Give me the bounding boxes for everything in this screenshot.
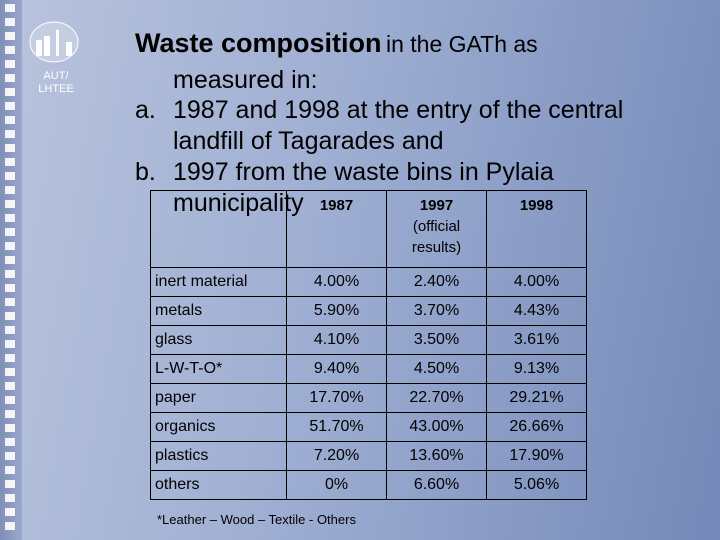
header-cell: 1997 (official results) <box>386 190 487 268</box>
logo-graphic <box>29 21 79 63</box>
film-strip <box>0 0 22 540</box>
intro: measured in: <box>173 66 318 94</box>
header-text: 1987 <box>319 197 354 214</box>
title-bold: Waste composition <box>135 28 382 58</box>
header-cell: 1987 <box>286 190 387 268</box>
cell: 3.61% <box>486 325 587 355</box>
header-cell: 1998 <box>486 190 587 268</box>
row-label: organics <box>150 412 287 442</box>
table-row: metals 5.90% 3.70% 4.43% <box>150 296 587 326</box>
table: 1987 1997 (official results) 1998 inert mate… <box>150 190 587 500</box>
logo-text: AUT/ LHTEE <box>30 70 82 96</box>
cell: 7.20% <box>286 441 387 471</box>
header-row: 1987 1997 (official results) 1998 <box>150 190 587 268</box>
table-row: others 0% 6.60% 5.06% <box>150 470 587 500</box>
row-label: others <box>150 470 287 500</box>
cell: 26.66% <box>486 412 587 442</box>
cell: 5.06% <box>486 470 587 500</box>
table-row: plastics 7.20% 13.60% 17.90% <box>150 441 587 471</box>
table-row: organics 51.70% 43.00% 26.66% <box>150 412 587 442</box>
cell: 3.70% <box>386 296 487 326</box>
table-row: paper 17.70% 22.70% 29.21% <box>150 383 587 413</box>
table-row: L-W-T-O* 9.40% 4.50% 9.13% <box>150 354 587 384</box>
header-text: 1997 <box>419 197 454 214</box>
list-line: 1997 from the waste bins in Pylaia <box>173 158 554 186</box>
row-label: metals <box>150 296 287 326</box>
cell: 0% <box>286 470 387 500</box>
cell: 5.90% <box>286 296 387 326</box>
row-label: glass <box>150 325 287 355</box>
cell: 9.13% <box>486 354 587 384</box>
header-note: (official results) <box>411 218 462 256</box>
table-row: glass 4.10% 3.50% 3.61% <box>150 325 587 355</box>
cell: 6.60% <box>386 470 487 500</box>
table-row: inert material 4.00% 2.40% 4.00% <box>150 267 587 297</box>
cell: 4.43% <box>486 296 587 326</box>
cell: 4.00% <box>286 267 387 297</box>
cell: 51.70% <box>286 412 387 442</box>
row-label: inert material <box>150 267 287 297</box>
list-line: landfill of Tagarades and <box>173 127 444 155</box>
cell: 22.70% <box>386 383 487 413</box>
title-rest: in the GATh as <box>385 31 538 57</box>
row-label: plastics <box>150 441 287 471</box>
logo-line: LHTEE <box>38 83 74 95</box>
list-line: 1987 and 1998 at the entry of the centra… <box>173 96 624 124</box>
footnote: *Leather – Wood – Textile - Others <box>157 512 356 527</box>
strip-squares <box>5 4 15 536</box>
cell: 17.70% <box>286 383 387 413</box>
title: Waste composition in the GATh as <box>135 28 538 59</box>
cell: 9.40% <box>286 354 387 384</box>
cell: 13.60% <box>386 441 487 471</box>
header-text: 1998 <box>519 197 554 214</box>
list-marker: a. <box>135 96 156 124</box>
row-label: L-W-T-O* <box>150 354 287 384</box>
cell: 43.00% <box>386 412 487 442</box>
cell: 4.00% <box>486 267 587 297</box>
header-cell <box>150 190 287 268</box>
logo-line: AUT/ <box>43 70 69 82</box>
cell: 17.90% <box>486 441 587 471</box>
cell: 2.40% <box>386 267 487 297</box>
row-label: paper <box>150 383 287 413</box>
cell: 4.10% <box>286 325 387 355</box>
cell: 3.50% <box>386 325 487 355</box>
cell: 29.21% <box>486 383 587 413</box>
list-marker: b. <box>135 158 156 186</box>
cell: 4.50% <box>386 354 487 384</box>
